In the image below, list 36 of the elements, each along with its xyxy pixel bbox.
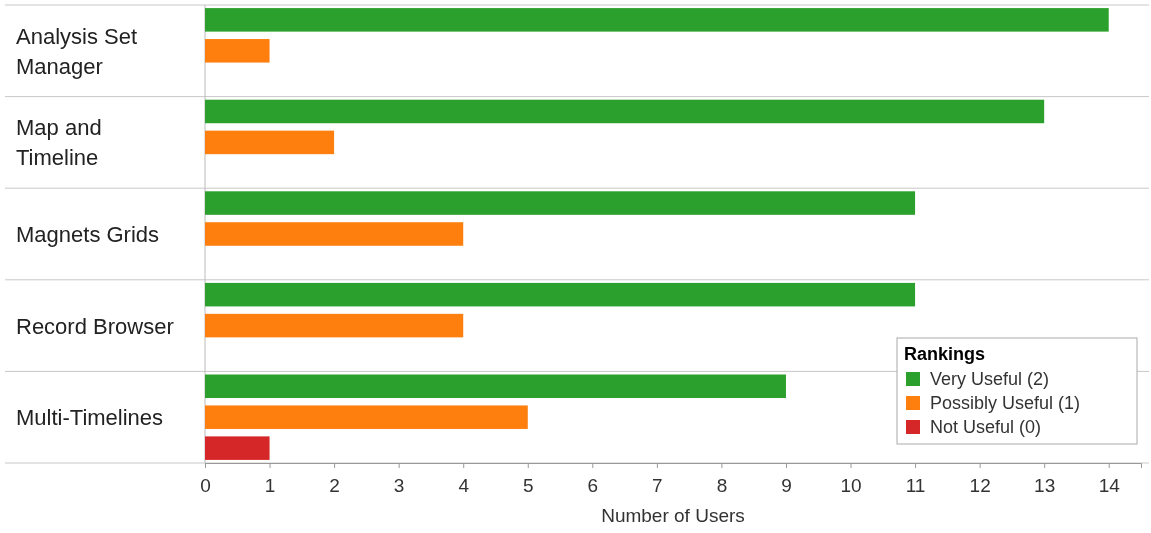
- x-tick-label: 13: [1034, 474, 1056, 496]
- x-tick-label: 11: [905, 474, 926, 496]
- x-tick-label: 12: [969, 474, 991, 496]
- bar: [205, 8, 1109, 32]
- bar: [205, 191, 916, 215]
- bar: [205, 436, 270, 460]
- y-tick-label: Multi-Timelines: [16, 405, 164, 431]
- x-tick-label: 1: [264, 474, 276, 496]
- legend-label: Very Useful (2): [930, 369, 1050, 389]
- bar: [205, 282, 916, 307]
- x-tick-label: 5: [522, 474, 534, 496]
- x-tick-label: 0: [200, 474, 211, 496]
- x-tick-label: 8: [716, 474, 728, 496]
- x-tick-label: 4: [458, 474, 470, 496]
- x-tick-label: 6: [587, 474, 599, 496]
- y-tick-label: Analysis Set Manager: [16, 23, 138, 79]
- y-tick-label: Magnets Grids: [16, 222, 160, 247]
- x-tick-label: 3: [393, 474, 405, 496]
- x-tick-label: 2: [329, 474, 340, 496]
- legend-label: Not Useful (0): [930, 417, 1042, 437]
- legend-label: Possibly Useful (1): [930, 393, 1081, 413]
- x-tick-label: 14: [1098, 474, 1121, 496]
- bar: [205, 374, 786, 399]
- y-tick-label: Record Browser: [16, 313, 174, 339]
- bar: [205, 99, 1045, 124]
- bar: [205, 130, 335, 155]
- x-tick-label: 10: [840, 474, 862, 496]
- bar: [205, 222, 464, 246]
- bar: [205, 313, 464, 338]
- bar: [205, 39, 270, 63]
- x-tick-label: 9: [781, 474, 792, 496]
- y-tick-label: Map and Timeline: [16, 115, 102, 171]
- bar: [205, 405, 528, 429]
- legend-title: Rankings: [904, 344, 986, 364]
- x-tick-label: 7: [652, 474, 663, 496]
- x-axis-title: Number of Users: [601, 505, 745, 526]
